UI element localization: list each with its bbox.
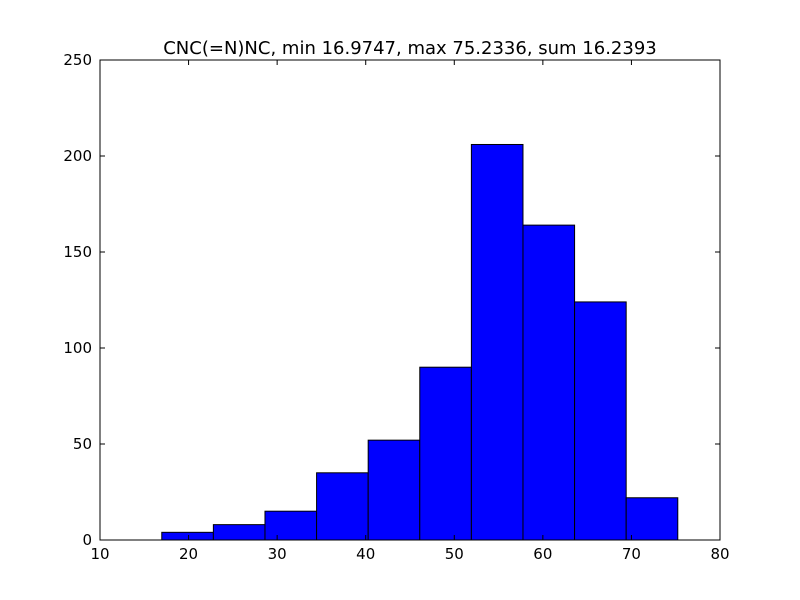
plot-frame [99,59,721,541]
chart-title: CNC(=N)NC, min 16.9747, max 75.2336, sum… [163,38,657,59]
y-tick-label: 100 [63,339,92,357]
x-tick-label: 20 [179,545,198,563]
histogram-bar [419,366,472,541]
histogram-bar [574,301,627,541]
x-tick-label: 40 [356,545,375,563]
bars-group [161,143,679,541]
histogram-bar [212,524,266,541]
histogram-bar [316,472,369,541]
histogram-bar [264,510,318,541]
histogram-bar [470,143,524,541]
histogram-bar [367,439,421,541]
x-tick-label: 60 [533,545,552,563]
y-axis: 0 50 100 150 200 250 [63,51,720,549]
x-tick-label: 80 [710,545,729,563]
histogram-bar [625,497,679,541]
histogram-bar [522,224,576,541]
x-tick-label: 30 [268,545,287,563]
x-tick-label: 10 [90,545,109,563]
y-tick-label: 250 [63,51,92,69]
x-tick-label: 50 [445,545,464,563]
y-tick-label: 150 [63,243,92,261]
histogram-bar [161,531,214,541]
y-tick-label: 0 [82,531,92,549]
x-tick-label: 70 [622,545,641,563]
y-tick-label: 200 [63,147,92,165]
y-tick-label: 50 [73,435,92,453]
x-axis: 10 20 30 40 50 60 70 80 [90,60,730,563]
